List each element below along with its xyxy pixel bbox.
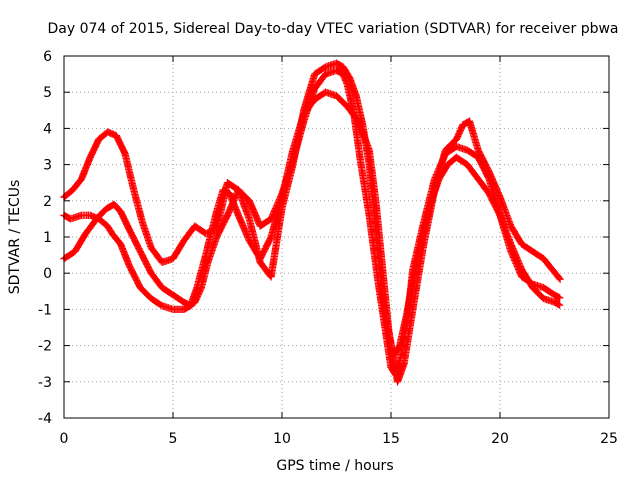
y-tick-label: 6: [43, 49, 52, 65]
y-axis-label: SDTVAR / TECUs: [7, 180, 23, 295]
chart-title: Day 074 of 2015, Sidereal Day-to-day VTE…: [47, 21, 618, 37]
y-tick-label: 2: [43, 194, 52, 210]
x-axis-label: GPS time / hours: [276, 458, 393, 474]
x-tick-label: 20: [491, 431, 509, 447]
axis-ticks: [63, 55, 610, 419]
y-tick-label: -2: [38, 339, 52, 355]
x-tick-labels: 0 5 10 15 20 25: [60, 431, 618, 447]
y-tick-label: 0: [43, 266, 52, 282]
plot-frame: [63, 55, 610, 419]
y-tick-labels: -4 -3 -2 -1 0 1 2 3 4 5 6: [38, 49, 52, 427]
x-tick-label: 0: [60, 431, 69, 447]
x-tick-label: 25: [600, 431, 618, 447]
x-tick-label: 15: [382, 431, 400, 447]
y-tick-label: -1: [38, 302, 52, 318]
y-tick-label: -4: [38, 411, 52, 427]
y-tick-label: -3: [38, 375, 52, 391]
y-tick-label: 5: [43, 85, 52, 101]
y-tick-label: 4: [43, 121, 52, 137]
x-tick-label: 5: [169, 431, 178, 447]
x-tick-label: 10: [273, 431, 291, 447]
y-tick-label: 1: [43, 230, 52, 246]
y-tick-label: 3: [43, 158, 52, 174]
